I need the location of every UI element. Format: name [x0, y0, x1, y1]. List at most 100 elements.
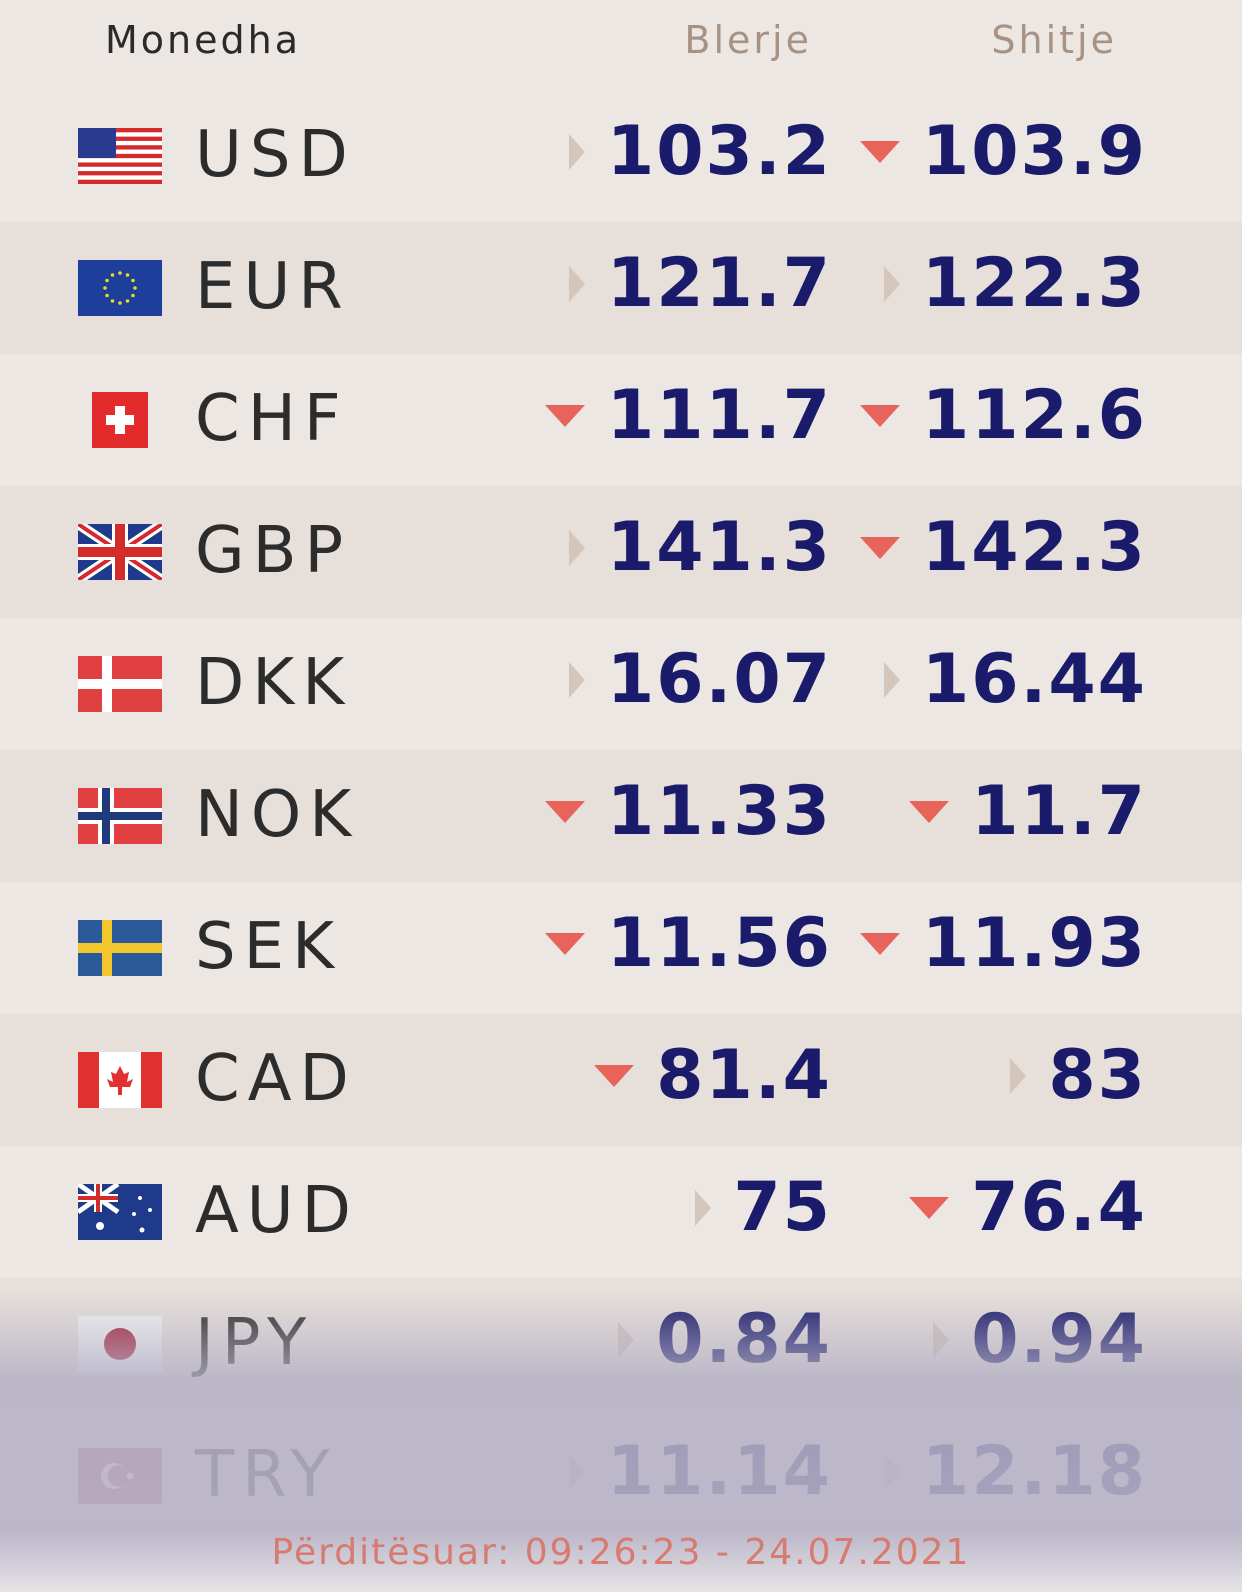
currency-code: CAD: [195, 1042, 357, 1116]
buy-value: 141.3: [606, 508, 832, 587]
sell-rate: 11.7: [909, 772, 1147, 851]
sell-rate: 103.9: [859, 112, 1147, 191]
down-triangle-icon: [909, 800, 950, 823]
sell-value: 142.3: [921, 508, 1147, 587]
buy-value: 75: [733, 1168, 832, 1247]
sell-rate: 142.3: [859, 508, 1147, 587]
sell-rate: 11.93: [859, 904, 1147, 983]
rate-row-dkk[interactable]: DKK 16.07 16.44: [0, 618, 1242, 750]
currency-code: TRY: [195, 1438, 338, 1512]
tr-flag-icon: [78, 1448, 162, 1504]
sell-value: 12.18: [921, 1432, 1147, 1511]
column-sell: Shitje: [991, 18, 1117, 62]
ca-flag-icon: [78, 1052, 162, 1108]
buy-value: 11.56: [606, 904, 832, 983]
rate-row-gbp[interactable]: GBP 141.3 142.3: [0, 486, 1242, 618]
rate-row-usd[interactable]: USD 103.2 103.9: [0, 90, 1242, 222]
buy-rate: 75: [695, 1168, 832, 1247]
buy-rate: 0.84: [618, 1300, 832, 1379]
currency-code: GBP: [195, 514, 352, 588]
currency-code: DKK: [195, 646, 353, 720]
gb-flag-icon: [78, 524, 162, 580]
neutral-triangle-icon: [883, 1453, 900, 1490]
no-flag-icon: [78, 788, 162, 844]
buy-rate: 111.7: [544, 376, 832, 455]
currency-code: JPY: [195, 1306, 315, 1380]
currency-code: SEK: [195, 910, 343, 984]
buy-value: 111.7: [606, 376, 832, 455]
sell-rate: 76.4: [909, 1168, 1147, 1247]
buy-value: 121.7: [606, 244, 832, 323]
sell-value: 76.4: [971, 1168, 1147, 1247]
au-flag-icon: [78, 1184, 162, 1240]
neutral-triangle-icon: [568, 1453, 585, 1490]
currency-code: AUD: [195, 1174, 359, 1248]
down-triangle-icon: [859, 140, 900, 163]
buy-rate: 121.7: [568, 244, 832, 323]
neutral-triangle-icon: [568, 529, 585, 566]
down-triangle-icon: [544, 404, 585, 427]
us-flag-icon: [78, 128, 162, 184]
sell-value: 0.94: [971, 1300, 1147, 1379]
sell-value: 83: [1048, 1036, 1147, 1115]
column-buy: Blerje: [684, 18, 812, 62]
buy-rate: 81.4: [594, 1036, 832, 1115]
sell-value: 16.44: [921, 640, 1147, 719]
sell-rate: 0.94: [933, 1300, 1147, 1379]
down-triangle-icon: [544, 932, 585, 955]
rate-row-eur[interactable]: EUR 121.7 122.3: [0, 222, 1242, 354]
neutral-triangle-icon: [1010, 1057, 1027, 1094]
buy-value: 103.2: [606, 112, 832, 191]
rate-row-aud[interactable]: AUD 75 76.4: [0, 1146, 1242, 1278]
eu-flag-icon: [78, 260, 162, 316]
sell-value: 112.6: [921, 376, 1147, 455]
sell-value: 11.93: [921, 904, 1147, 983]
buy-rate: 16.07: [568, 640, 832, 719]
down-triangle-icon: [544, 800, 585, 823]
buy-rate: 141.3: [568, 508, 832, 587]
down-triangle-icon: [594, 1064, 635, 1087]
buy-rate: 11.33: [544, 772, 832, 851]
buy-value: 81.4: [656, 1036, 832, 1115]
rate-row-try[interactable]: TRY 11.14 12.18: [0, 1410, 1242, 1542]
neutral-triangle-icon: [695, 1189, 712, 1226]
currency-code: USD: [195, 118, 356, 192]
buy-value: 11.33: [606, 772, 832, 851]
buy-value: 0.84: [656, 1300, 832, 1379]
down-triangle-icon: [909, 1196, 950, 1219]
currency-code: EUR: [195, 250, 351, 324]
table-header: Monedha Blerje Shitje: [0, 0, 1242, 90]
rate-row-cad[interactable]: CAD 81.4 83: [0, 1014, 1242, 1146]
se-flag-icon: [78, 920, 162, 976]
jp-flag-icon: [78, 1316, 162, 1372]
sell-rate: 112.6: [859, 376, 1147, 455]
buy-rate: 103.2: [568, 112, 832, 191]
buy-rate: 11.56: [544, 904, 832, 983]
sell-value: 103.9: [921, 112, 1147, 191]
sell-rate: 16.44: [883, 640, 1147, 719]
neutral-triangle-icon: [933, 1321, 950, 1358]
buy-value: 11.14: [606, 1432, 832, 1511]
sell-rate: 12.18: [883, 1432, 1147, 1511]
neutral-triangle-icon: [883, 661, 900, 698]
neutral-triangle-icon: [568, 133, 585, 170]
neutral-triangle-icon: [568, 265, 585, 302]
neutral-triangle-icon: [568, 661, 585, 698]
neutral-triangle-icon: [883, 265, 900, 302]
buy-rate: 11.14: [568, 1432, 832, 1511]
rate-row-chf[interactable]: CHF 111.7 112.6: [0, 354, 1242, 486]
rates-list: USD 103.2 103.9 EUR 121.7 122.3 CHF 111.7 112.…: [0, 90, 1242, 1542]
sell-value: 122.3: [921, 244, 1147, 323]
rate-row-sek[interactable]: SEK 11.56 11.93: [0, 882, 1242, 1014]
dk-flag-icon: [78, 656, 162, 712]
rate-row-jpy[interactable]: JPY 0.84 0.94: [0, 1278, 1242, 1410]
sell-value: 11.7: [971, 772, 1147, 851]
rate-row-nok[interactable]: NOK 11.33 11.7: [0, 750, 1242, 882]
column-currency: Monedha: [105, 18, 301, 62]
down-triangle-icon: [859, 536, 900, 559]
ch-flag-icon: [92, 392, 148, 448]
sell-rate: 83: [1010, 1036, 1147, 1115]
down-triangle-icon: [859, 932, 900, 955]
down-triangle-icon: [859, 404, 900, 427]
buy-value: 16.07: [606, 640, 832, 719]
